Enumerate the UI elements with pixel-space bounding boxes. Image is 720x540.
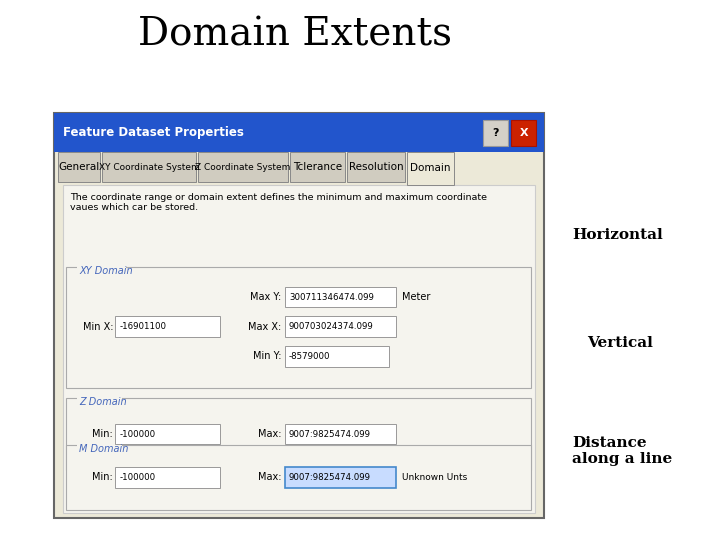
Text: Domain: Domain — [410, 164, 451, 173]
Text: -100000: -100000 — [120, 430, 156, 438]
Text: Max:: Max: — [258, 429, 281, 439]
Text: Min:: Min: — [92, 429, 113, 439]
Text: General: General — [58, 162, 100, 172]
Bar — [54, 113, 544, 152]
Bar — [284, 467, 396, 488]
Text: Horizontal: Horizontal — [572, 228, 663, 242]
Bar — [66, 267, 531, 388]
Bar — [115, 424, 220, 444]
Text: Z Domain: Z Domain — [79, 397, 127, 407]
Bar — [77, 266, 127, 276]
Bar — [347, 152, 405, 182]
Bar — [102, 152, 196, 182]
Text: XY Coordinate System: XY Coordinate System — [99, 163, 199, 172]
Text: M Domain: M Domain — [79, 444, 129, 454]
Text: Unknown Unts: Unknown Unts — [402, 473, 467, 482]
Text: Meter: Meter — [402, 292, 431, 302]
Text: Min Y:: Min Y: — [253, 352, 281, 361]
Text: Domain Extents: Domain Extents — [138, 16, 452, 53]
Bar — [284, 316, 396, 337]
Text: -16901100: -16901100 — [120, 322, 166, 331]
Bar — [115, 467, 220, 488]
Bar — [284, 424, 396, 444]
Bar — [511, 120, 536, 146]
Bar — [77, 397, 122, 408]
Text: Max:: Max: — [258, 472, 281, 482]
Text: 900703024374.099: 900703024374.099 — [289, 322, 374, 331]
Text: ?: ? — [492, 128, 499, 138]
Bar — [290, 152, 345, 182]
Text: 9007:9825474.099: 9007:9825474.099 — [289, 430, 371, 438]
Bar — [198, 152, 288, 182]
Text: Min X:: Min X: — [83, 322, 113, 332]
Bar — [284, 346, 389, 367]
Text: Distance
along a line: Distance along a line — [572, 436, 672, 466]
Text: Min:: Min: — [92, 472, 113, 482]
Text: Feature Dataset Properties: Feature Dataset Properties — [63, 126, 243, 139]
Bar — [115, 316, 220, 337]
Text: Vertical: Vertical — [587, 336, 652, 350]
Bar — [66, 444, 531, 510]
Bar — [66, 398, 531, 470]
Text: -100000: -100000 — [120, 473, 156, 482]
Text: 9007:9825474.099: 9007:9825474.099 — [289, 473, 371, 482]
Text: XY Domain: XY Domain — [79, 266, 132, 276]
Text: Tclerance: Tclerance — [293, 162, 342, 172]
Bar — [407, 152, 454, 185]
Text: Max X:: Max X: — [248, 322, 281, 332]
Text: 300711346474.099: 300711346474.099 — [289, 293, 374, 301]
Bar — [63, 185, 535, 513]
Bar — [54, 113, 544, 518]
Text: X: X — [520, 128, 528, 138]
Text: Resolution: Resolution — [348, 162, 403, 172]
Text: -8579000: -8579000 — [289, 352, 330, 361]
Text: Z Coordinate System: Z Coordinate System — [195, 163, 291, 172]
Bar — [483, 120, 508, 146]
Text: Max Y:: Max Y: — [250, 292, 281, 302]
Bar — [284, 287, 396, 307]
Text: The coordinate range or domain extent defines the minimum and maximum coordinate: The coordinate range or domain extent de… — [70, 193, 487, 212]
Bar — [58, 152, 100, 182]
Bar — [77, 443, 122, 454]
